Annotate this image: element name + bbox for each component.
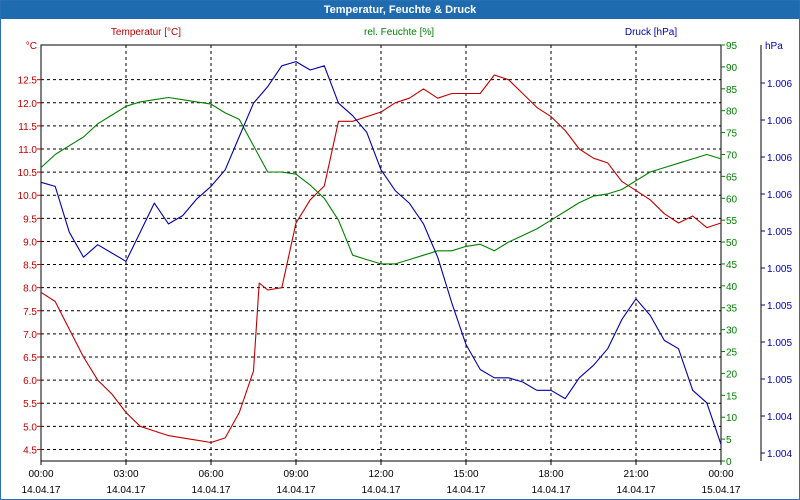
humidity-tick-label: 10 [726,413,738,424]
x-tick-label-date: 14.04.17 [532,485,571,496]
temperature-tick-label: 7.0 [23,330,37,341]
humidity-tick-label: 95 [726,41,738,52]
x-tick-label-date: 14.04.17 [362,485,401,496]
pressure-tick-label: 1.006 [767,79,792,90]
x-tick-label-date: 14.04.17 [22,485,61,496]
chart-title: Temperatur, Feuchte & Druck [1,1,799,19]
humidity-tick-label: 50 [726,238,738,249]
pressure-tick-label: 1.005 [767,375,792,386]
humidity-tick-label: 30 [726,326,738,337]
x-tick-label-date: 14.04.17 [277,485,316,496]
pressure-unit-label: hPa [765,41,783,52]
pressure-tick-label: 1.004 [767,412,792,423]
pressure-tick-label: 1.004 [767,449,792,460]
pressure-tick-label: 1.006 [767,190,792,201]
legend-temperature: Temperatur [°C] [111,27,181,38]
temperature-tick-label: 12.5 [18,76,38,87]
x-tick-label-time: 21:00 [623,469,648,480]
pressure-tick-label: 1.005 [767,338,792,349]
humidity-tick-label: 35 [726,304,738,315]
temperature-tick-label: 11.0 [18,145,37,156]
x-tick-label-time: 09:00 [283,469,308,480]
humidity-tick-label: 80 [726,107,738,118]
temperature-tick-label: 4.5 [23,445,37,456]
x-tick-label-time: 15:00 [453,469,478,480]
humidity-tick-label: 75 [726,129,738,140]
series-line-pressure [40,61,722,445]
temperature-tick-label: 6.5 [23,353,37,364]
series-lines [40,61,722,445]
pressure-tick-label: 1.006 [767,116,792,127]
temperature-tick-label: 5.5 [23,399,37,410]
tick-labels: 00:00 14.04.17 03:00 14.04.17 06:00 14.04.17 0… [18,27,793,496]
x-tick-label-time: 06:00 [198,469,223,480]
x-tick-label-date: 14.04.17 [192,485,231,496]
humidity-tick-label: 45 [726,260,738,271]
humidity-tick-label: 5 [726,435,732,446]
humidity-tick-label: 40 [726,282,738,293]
series-line-temperature [40,74,722,444]
axes [37,44,765,465]
humidity-tick-label: 70 [726,150,738,161]
temperature-tick-label: 8.0 [23,284,37,295]
legend-humidity: rel. Feuchte [%] [364,27,434,38]
humidity-tick-label: 20 [726,369,738,380]
humidity-tick-label: 15 [726,391,738,402]
temperature-tick-label: 10.0 [18,191,38,202]
temperature-tick-label: 9.0 [23,237,37,248]
x-tick-label-time: 18:00 [538,469,563,480]
x-tick-label-time: 00:00 [708,469,733,480]
humidity-tick-label: 25 [726,348,738,359]
temperature-tick-label: 11.5 [18,122,37,133]
x-tick-label-date: 15.04.17 [702,485,741,496]
pressure-tick-label: 1.005 [767,301,792,312]
x-tick-label-time: 00:00 [28,469,53,480]
temperature-tick-label: 8.5 [23,261,37,272]
x-tick-label-date: 14.04.17 [447,485,486,496]
legend-pressure: Druck [hPa] [625,27,677,38]
x-tick-label-time: 12:00 [368,469,393,480]
humidity-tick-label: 0 [726,457,732,468]
humidity-tick-label: 55 [726,216,738,227]
series-line-humidity [40,96,722,265]
temperature-unit-label: °C [26,41,37,52]
humidity-tick-label: 90 [726,63,738,74]
x-tick-label-date: 14.04.17 [107,485,146,496]
x-tick-label-date: 14.04.17 [617,485,656,496]
temperature-tick-label: 9.5 [23,214,37,225]
pressure-tick-label: 1.005 [767,227,792,238]
humidity-tick-label: 60 [726,194,738,205]
grid [41,45,721,461]
humidity-tick-label: 85 [726,85,738,96]
x-tick-label-time: 03:00 [113,469,138,480]
temperature-tick-label: 5.0 [23,422,37,433]
temperature-tick-label: 6.0 [23,376,37,387]
humidity-tick-label: 65 [726,172,738,183]
temperature-tick-label: 12.0 [18,99,38,110]
temperature-tick-label: 7.5 [23,307,37,318]
pressure-tick-label: 1.006 [767,153,792,164]
pressure-tick-label: 1.005 [767,264,792,275]
temperature-tick-label: 10.5 [18,168,38,179]
